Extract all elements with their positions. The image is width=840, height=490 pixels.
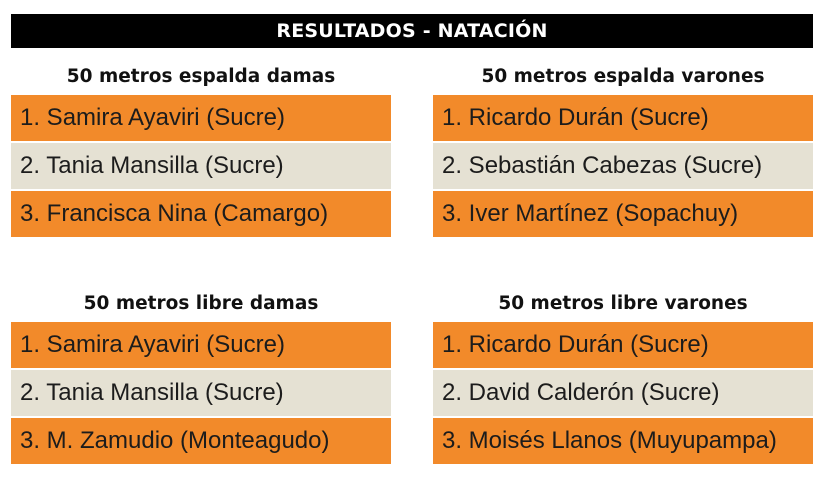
result-row-second: 2. Tania Mansilla (Sucre) [11,370,391,416]
result-row-third: 3. Iver Martínez (Sopachuy) [433,191,813,237]
event-title: 50 metros espalda damas [66,65,336,87]
event-libre-varones: 50 metros libre varones 1. Ricardo Durán… [433,284,813,464]
event-espalda-varones: 50 metros espalda varones 1. Ricardo Dur… [433,57,813,237]
event-title: 50 metros libre damas [83,292,319,314]
page-title-text: RESULTADOS - NATACIÓN [276,20,548,42]
result-row-third: 3. Francisca Nina (Camargo) [11,191,391,237]
result-row-first: 1. Samira Ayaviri (Sucre) [11,322,391,368]
result-row-first: 1. Samira Ayaviri (Sucre) [11,95,391,141]
event-title: 50 metros libre varones [498,292,748,314]
result-row-first: 1. Ricardo Durán (Sucre) [433,322,813,368]
page-title: RESULTADOS - NATACIÓN [11,14,813,48]
results-list: 1. Samira Ayaviri (Sucre) 2. Tania Mansi… [11,322,391,464]
result-row-second: 2. David Calderón (Sucre) [433,370,813,416]
result-row-second: 2. Sebastián Cabezas (Sucre) [433,143,813,189]
results-list: 1. Ricardo Durán (Sucre) 2. David Calder… [433,322,813,464]
results-list: 1. Samira Ayaviri (Sucre) 2. Tania Mansi… [11,95,391,237]
event-espalda-damas: 50 metros espalda damas 1. Samira Ayavir… [11,57,391,237]
result-row-third: 3. M. Zamudio (Monteagudo) [11,418,391,464]
result-row-third: 3. Moisés Llanos (Muyupampa) [433,418,813,464]
event-libre-damas: 50 metros libre damas 1. Samira Ayaviri … [11,284,391,464]
result-row-first: 1. Ricardo Durán (Sucre) [433,95,813,141]
event-title: 50 metros espalda varones [481,65,765,87]
results-list: 1. Ricardo Durán (Sucre) 2. Sebastián Ca… [433,95,813,237]
result-row-second: 2. Tania Mansilla (Sucre) [11,143,391,189]
